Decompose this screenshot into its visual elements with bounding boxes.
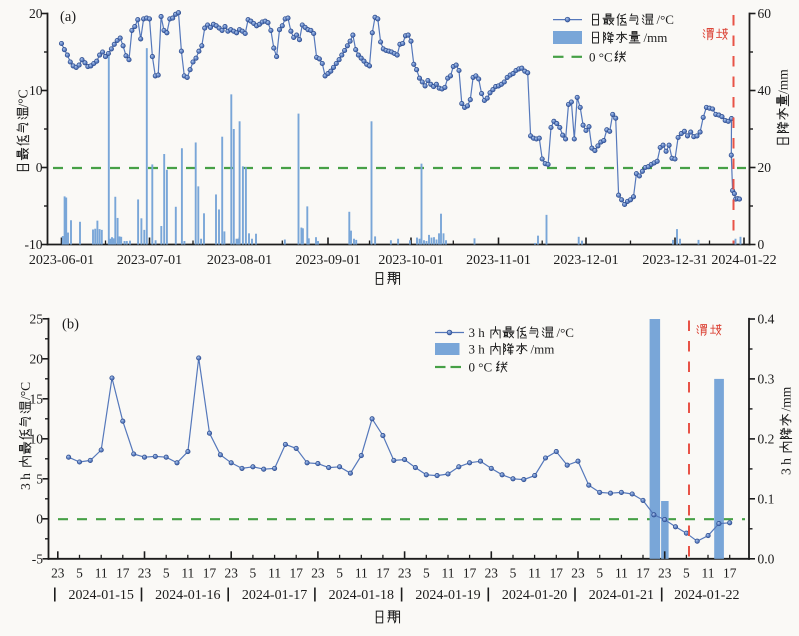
svg-text:5: 5 (683, 566, 690, 581)
svg-text:2024-01-20: 2024-01-20 (502, 588, 567, 603)
svg-text:5: 5 (36, 471, 43, 486)
svg-text:0 °C: 0 °C (589, 49, 613, 64)
svg-text:17: 17 (636, 566, 650, 581)
svg-text:20: 20 (29, 6, 43, 21)
svg-text:5: 5 (423, 566, 430, 581)
svg-text:0.0: 0.0 (758, 551, 775, 566)
svg-text:0.1: 0.1 (758, 491, 775, 506)
svg-text:/mm: /mm (644, 30, 668, 45)
svg-text:0: 0 (36, 511, 43, 526)
svg-text:/°C: /°C (657, 12, 674, 27)
svg-text:(b): (b) (62, 317, 79, 333)
svg-text:(a): (a) (60, 9, 76, 25)
svg-text:40: 40 (758, 83, 772, 98)
svg-text:2023-12-31: 2023-12-31 (642, 253, 707, 268)
svg-text:17: 17 (723, 566, 737, 581)
svg-text:2024-01-16: 2024-01-16 (155, 588, 220, 603)
svg-text:/°C: /°C (16, 89, 31, 107)
svg-text:25: 25 (30, 311, 44, 326)
svg-text:5: 5 (163, 566, 170, 581)
svg-text:20: 20 (30, 351, 44, 366)
svg-text:0: 0 (758, 237, 765, 252)
svg-text:5: 5 (596, 566, 603, 581)
svg-text:17: 17 (463, 566, 477, 581)
svg-text:23: 23 (485, 566, 499, 581)
svg-text:2023-11-01: 2023-11-01 (466, 253, 531, 268)
svg-text:2024-01-15: 2024-01-15 (69, 588, 134, 603)
svg-text:60: 60 (758, 6, 772, 21)
svg-text:11: 11 (528, 566, 541, 581)
svg-text:11: 11 (355, 566, 368, 581)
svg-text:/°C: /°C (557, 325, 574, 340)
svg-text:2024-01-19: 2024-01-19 (415, 588, 480, 603)
svg-text:0.4: 0.4 (758, 312, 775, 327)
svg-text:11: 11 (181, 566, 194, 581)
svg-text:23: 23 (51, 566, 65, 581)
svg-text:23: 23 (311, 566, 325, 581)
svg-text:10: 10 (29, 83, 43, 98)
svg-text:2023-07-01: 2023-07-01 (117, 253, 182, 268)
svg-text:20: 20 (758, 160, 772, 175)
svg-text:2023-08-01: 2023-08-01 (207, 253, 272, 268)
svg-text:2023-09-01: 2023-09-01 (295, 253, 360, 268)
svg-text:3 h: 3 h (779, 458, 794, 475)
svg-text:11: 11 (268, 566, 281, 581)
svg-text:5: 5 (510, 566, 517, 581)
svg-text:17: 17 (550, 566, 564, 581)
svg-text:17: 17 (376, 566, 390, 581)
svg-text:/mm: /mm (776, 69, 791, 94)
svg-text:-10: -10 (25, 237, 43, 252)
svg-text:11: 11 (615, 566, 628, 581)
svg-text:/°C: /°C (18, 382, 33, 400)
svg-text:2024-01-22: 2024-01-22 (674, 588, 739, 603)
svg-text:/mm: /mm (779, 386, 794, 411)
svg-text:17: 17 (116, 566, 130, 581)
svg-text:5: 5 (76, 566, 83, 581)
svg-text:2024-01-18: 2024-01-18 (329, 588, 394, 603)
svg-text:23: 23 (398, 566, 412, 581)
svg-text:15: 15 (30, 391, 44, 406)
svg-text:17: 17 (203, 566, 217, 581)
svg-text:23: 23 (138, 566, 152, 581)
svg-text:0 °C: 0 °C (469, 360, 493, 375)
svg-text:5: 5 (336, 566, 343, 581)
svg-text:2024-01-21: 2024-01-21 (589, 588, 654, 603)
svg-text:3 h: 3 h (18, 473, 33, 490)
svg-text:10: 10 (30, 431, 44, 446)
svg-text:0.3: 0.3 (758, 372, 775, 387)
svg-text:17: 17 (290, 566, 304, 581)
svg-text:3 h: 3 h (469, 325, 486, 340)
svg-text:23: 23 (225, 566, 239, 581)
svg-text:23: 23 (658, 566, 672, 581)
svg-text:11: 11 (442, 566, 455, 581)
svg-text:5: 5 (250, 566, 257, 581)
svg-text:2024-01-22: 2024-01-22 (711, 253, 776, 268)
svg-text:3 h: 3 h (469, 342, 486, 357)
svg-text:2023-06-01: 2023-06-01 (29, 253, 94, 268)
svg-text:23: 23 (571, 566, 585, 581)
svg-text:11: 11 (702, 566, 715, 581)
svg-text:/mm: /mm (531, 342, 555, 357)
svg-text:0.2: 0.2 (758, 432, 775, 447)
svg-text:2024-01-17: 2024-01-17 (242, 588, 307, 603)
svg-text:2023-10-01: 2023-10-01 (378, 253, 443, 268)
svg-text:0: 0 (36, 160, 43, 175)
svg-text:2023-12-01: 2023-12-01 (553, 253, 618, 268)
svg-text:11: 11 (95, 566, 108, 581)
svg-text:-5: -5 (32, 551, 43, 566)
